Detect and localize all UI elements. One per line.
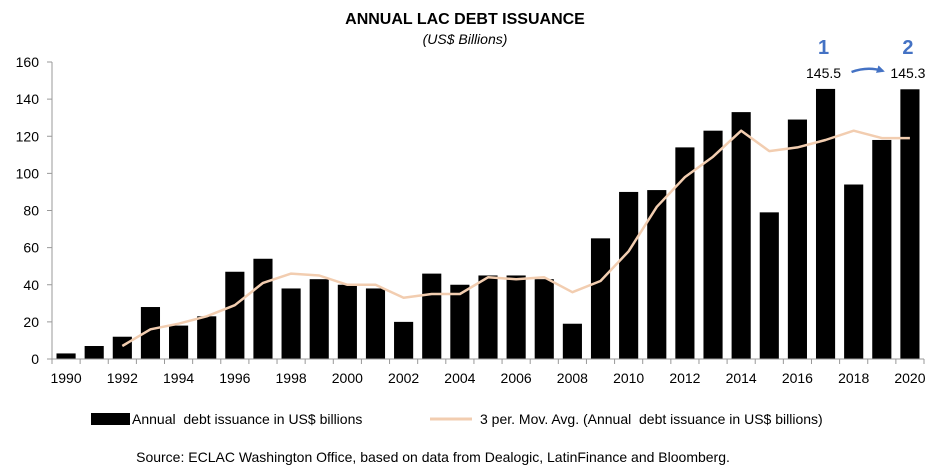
bar — [590, 238, 611, 359]
legend-swatch-bars — [91, 413, 130, 425]
y-tick-label: 40 — [23, 277, 39, 293]
x-tick-label: 2000 — [332, 370, 363, 386]
y-tick-label: 100 — [16, 165, 40, 181]
annotation-number: 2 — [902, 37, 913, 59]
bar — [759, 212, 779, 359]
annotation-value: 145.5 — [806, 65, 841, 81]
y-tick-label: 120 — [16, 128, 40, 144]
bar — [619, 191, 639, 359]
x-tick-label: 2014 — [726, 370, 757, 386]
bar — [56, 353, 76, 359]
bar — [84, 346, 104, 359]
bar — [422, 273, 442, 359]
chart-title: ANNUAL LAC DEBT ISSUANCE — [345, 11, 585, 28]
x-tick-label: 2018 — [838, 370, 869, 386]
bar — [872, 139, 892, 359]
bar — [394, 321, 414, 359]
chart-subtitle: (US$ Billions) — [423, 31, 508, 47]
bar — [534, 279, 554, 359]
annotation-number: 1 — [818, 37, 829, 59]
legend-label-line: 3 per. Mov. Avg. (Annual debt issuance i… — [480, 411, 823, 427]
bar — [225, 271, 245, 359]
x-tick-label: 1998 — [276, 370, 307, 386]
y-tick-label: 20 — [23, 314, 39, 330]
bar — [731, 112, 751, 360]
y-tick-label: 60 — [23, 240, 39, 256]
y-tick-label: 80 — [23, 203, 39, 219]
bar — [281, 288, 301, 359]
x-tick-label: 2004 — [444, 370, 475, 386]
x-tick-label: 1994 — [163, 370, 194, 386]
x-tick-label: 2010 — [613, 370, 644, 386]
x-axis: 1990 1992 1994 1996 1998 2000 2002 2004 2006 2008… — [50, 358, 926, 386]
y-tick-label: 0 — [31, 351, 39, 367]
bar — [140, 307, 161, 359]
y-axis: 0 20 40 60 80 100 120 140 160 — [16, 54, 53, 367]
bar — [112, 336, 132, 359]
legend: Annual debt issuance in US$ billions 3 p… — [91, 411, 823, 427]
x-tick-label: 1996 — [219, 370, 250, 386]
bar — [703, 130, 723, 359]
bar — [506, 275, 526, 359]
bar — [337, 284, 357, 359]
bar — [309, 279, 329, 359]
bar — [844, 184, 864, 359]
bar — [787, 119, 807, 359]
annotations: 1 145.5 2 145.3 — [806, 37, 926, 81]
x-tick-label: 1990 — [50, 370, 81, 386]
source-note: Source: ECLAC Washington Office, based o… — [136, 449, 730, 465]
bar-series — [56, 88, 920, 360]
moving-average-series — [121, 129, 910, 348]
bar — [365, 288, 386, 359]
legend-label-bars: Annual debt issuance in US$ billions — [132, 411, 362, 427]
x-tick-label: 2012 — [669, 370, 700, 386]
x-tick-label: 2002 — [388, 370, 419, 386]
x-tick-label: 2016 — [782, 370, 813, 386]
bar — [675, 147, 695, 359]
bar — [478, 275, 498, 359]
bar — [253, 258, 273, 359]
y-tick-label: 140 — [16, 91, 40, 107]
x-tick-label: 2006 — [501, 370, 532, 386]
x-tick-label: 2008 — [557, 370, 588, 386]
bar — [169, 325, 189, 359]
bar — [197, 316, 217, 359]
annotation-value: 145.3 — [890, 65, 925, 81]
bar — [450, 284, 470, 359]
x-tick-label: 1992 — [107, 370, 138, 386]
moving-average-line — [121, 129, 910, 348]
bar — [815, 88, 836, 360]
bar — [900, 89, 920, 360]
y-tick-label: 160 — [16, 54, 40, 70]
x-tick-label: 2020 — [894, 370, 925, 386]
annotation-arrow — [851, 65, 885, 74]
bar — [562, 323, 582, 359]
bar — [647, 190, 667, 359]
